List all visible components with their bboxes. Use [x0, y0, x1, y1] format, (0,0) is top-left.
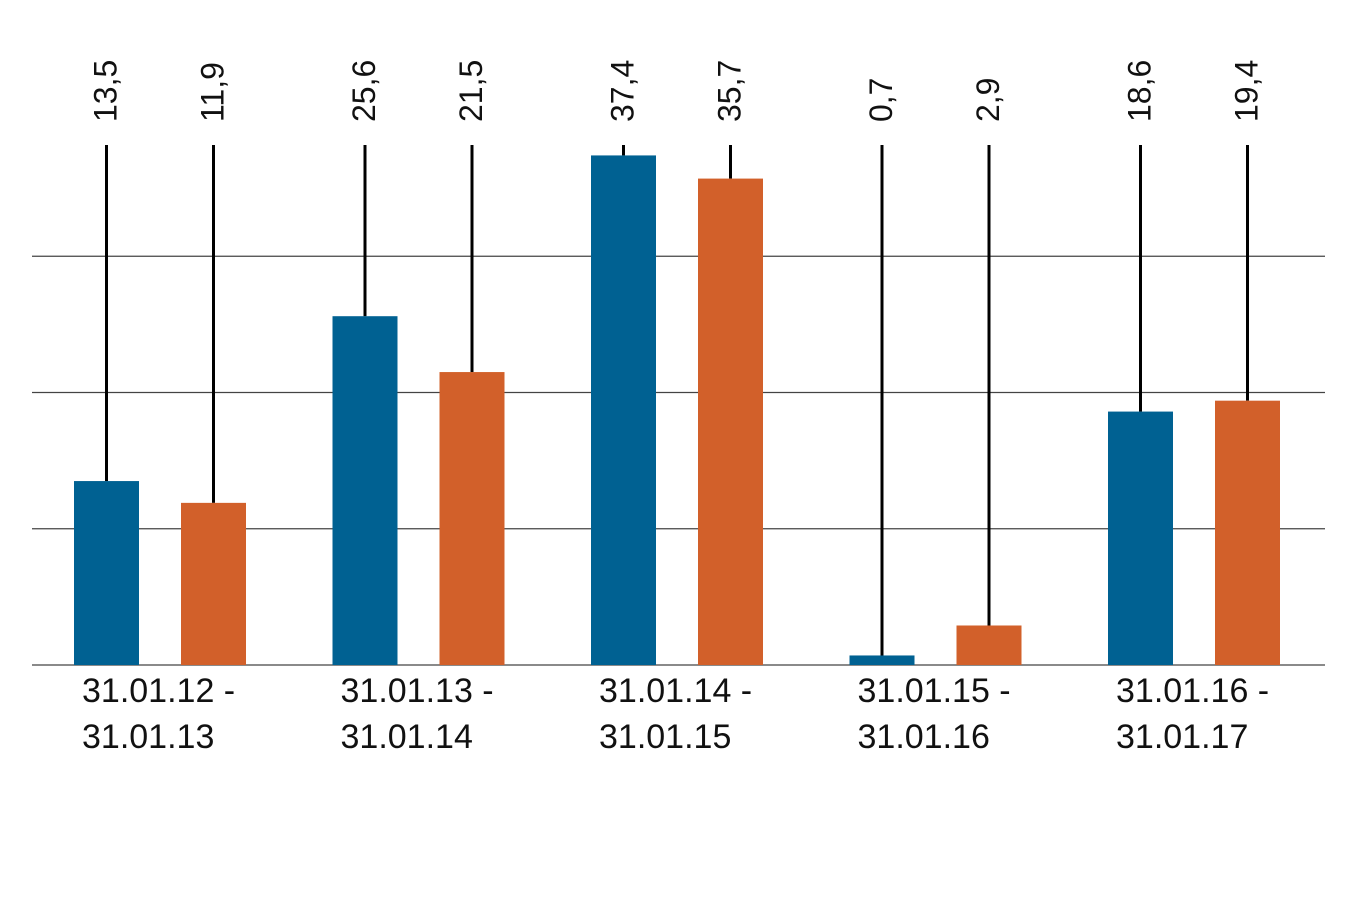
- x-tick-label: 31.01.13: [82, 718, 214, 756]
- bar-series2-5: [1215, 400, 1280, 665]
- bar-series1-2: [332, 316, 398, 665]
- label-layer: 13,5 11,9 25,6 21,5 37,4 35,7 0,7 2,9 18,6 19,4: [88, 60, 1265, 122]
- data-label: 35,7: [712, 60, 748, 122]
- data-label: 13,5: [88, 60, 124, 122]
- bar-series1-5: [1108, 411, 1173, 665]
- bar-series1-4: [849, 655, 915, 665]
- data-label: 11,9: [195, 62, 231, 122]
- bar-layer: [74, 155, 1280, 666]
- data-label: 37,4: [605, 60, 641, 122]
- data-label: 19,4: [1229, 60, 1265, 122]
- data-label: 0,7: [863, 78, 899, 122]
- x-tick-label: 31.01.15 -: [858, 672, 1011, 710]
- leader-layer: [105, 145, 1249, 656]
- x-tick-label: 31.01.17: [1116, 718, 1248, 756]
- bar-series2-1: [181, 502, 246, 665]
- data-label: 2,9: [970, 78, 1006, 122]
- x-tick-label: 31.01.16 -: [1116, 672, 1269, 710]
- data-label: 21,5: [453, 60, 489, 122]
- x-tick-label: 31.01.12 -: [82, 672, 235, 710]
- bar-series1-3: [591, 155, 656, 666]
- bar-series2-4: [956, 625, 1022, 665]
- bar-series2-2: [439, 372, 505, 665]
- x-tick-label: 31.01.13 -: [341, 672, 494, 710]
- data-label: 25,6: [346, 60, 382, 122]
- x-axis: 31.01.12 - 31.01.13 31.01.13 - 31.01.14 31.0…: [82, 672, 1269, 756]
- x-tick-label: 31.01.14: [341, 718, 473, 756]
- x-tick-label: 31.01.15: [599, 718, 731, 756]
- data-label: 18,6: [1122, 60, 1158, 122]
- x-tick-label: 31.01.16: [858, 718, 990, 756]
- bar-series2-3: [698, 178, 763, 665]
- x-tick-label: 31.01.14 -: [599, 672, 752, 710]
- bar-series1-1: [74, 481, 139, 665]
